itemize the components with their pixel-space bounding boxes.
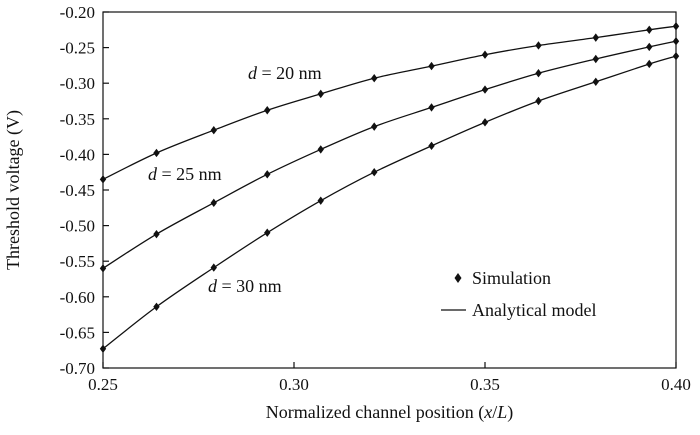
simulation-point	[481, 50, 489, 59]
simulation-point	[428, 141, 435, 151]
model-line	[102, 40, 677, 269]
y-tick-label: -0.30	[60, 74, 95, 93]
legend: Simulation Analytical model	[441, 268, 596, 320]
simulation-point	[592, 33, 599, 42]
x-tick-label: 0.40	[661, 375, 691, 394]
series-2	[99, 51, 680, 353]
simulation-point	[317, 145, 324, 154]
simulation-point	[371, 74, 378, 83]
simulation-point	[210, 263, 217, 272]
simulation-point	[481, 118, 489, 127]
x-tick-label: 0.35	[470, 375, 500, 394]
simulation-point	[535, 69, 542, 78]
curve-label: d = 20 nm	[248, 63, 322, 83]
legend-simulation-label: Simulation	[472, 268, 551, 288]
y-tick-label: -0.60	[60, 288, 95, 307]
y-tick-label: -0.25	[60, 39, 95, 58]
y-axis-title: Threshold voltage (V)	[3, 110, 24, 270]
y-tick-label: -0.70	[60, 359, 95, 378]
simulation-point	[592, 77, 599, 86]
series-1	[99, 36, 680, 273]
curve-label: d = 30 nm	[208, 276, 282, 296]
simulation-point	[481, 85, 489, 94]
simulation-point	[646, 25, 653, 34]
simulation-point	[317, 196, 324, 205]
simulation-point	[210, 198, 217, 208]
y-tick-label: -0.45	[60, 181, 95, 200]
legend-simulation-marker	[454, 273, 462, 283]
y-axis: -0.20 -0.25 -0.30 -0.35 -0.40 -0.45 -0.50 -0.55…	[60, 3, 109, 378]
y-tick-label: -0.50	[60, 217, 95, 236]
model-line	[102, 25, 677, 180]
simulation-point	[535, 96, 542, 106]
simulation-point	[646, 59, 653, 69]
y-tick-label: -0.40	[60, 145, 95, 164]
curve-label: d = 25 nm	[148, 164, 222, 184]
x-tick-label: 0.30	[279, 375, 309, 394]
simulation-point	[153, 302, 160, 311]
simulation-point	[428, 61, 435, 71]
simulation-point	[153, 229, 160, 239]
y-tick-label: -0.20	[60, 3, 95, 22]
y-tick-label: -0.65	[60, 323, 95, 342]
simulation-point	[428, 103, 435, 112]
y-tick-label: -0.35	[60, 110, 95, 129]
simulation-point	[535, 41, 542, 50]
simulation-point	[210, 125, 217, 135]
simulation-point	[371, 122, 378, 131]
series-0	[99, 22, 680, 184]
simulation-point	[153, 148, 160, 158]
legend-model-label: Analytical model	[472, 300, 596, 320]
simulation-point	[264, 106, 271, 115]
simulation-point	[371, 168, 378, 177]
curve-labels: d = 20 nm d = 25 nm d = 30 nm	[148, 63, 322, 296]
simulation-point	[264, 228, 271, 237]
plot-area	[99, 22, 680, 353]
x-axis: 0.25 0.30 0.35 0.40	[88, 362, 691, 394]
simulation-point	[592, 54, 599, 64]
simulation-point	[264, 170, 271, 179]
y-tick-label: -0.55	[60, 252, 95, 271]
simulation-point	[646, 42, 653, 52]
x-tick-label: 0.25	[88, 375, 118, 394]
simulation-point	[317, 89, 324, 99]
x-axis-title: Normalized channel position (x/L)	[266, 402, 513, 423]
